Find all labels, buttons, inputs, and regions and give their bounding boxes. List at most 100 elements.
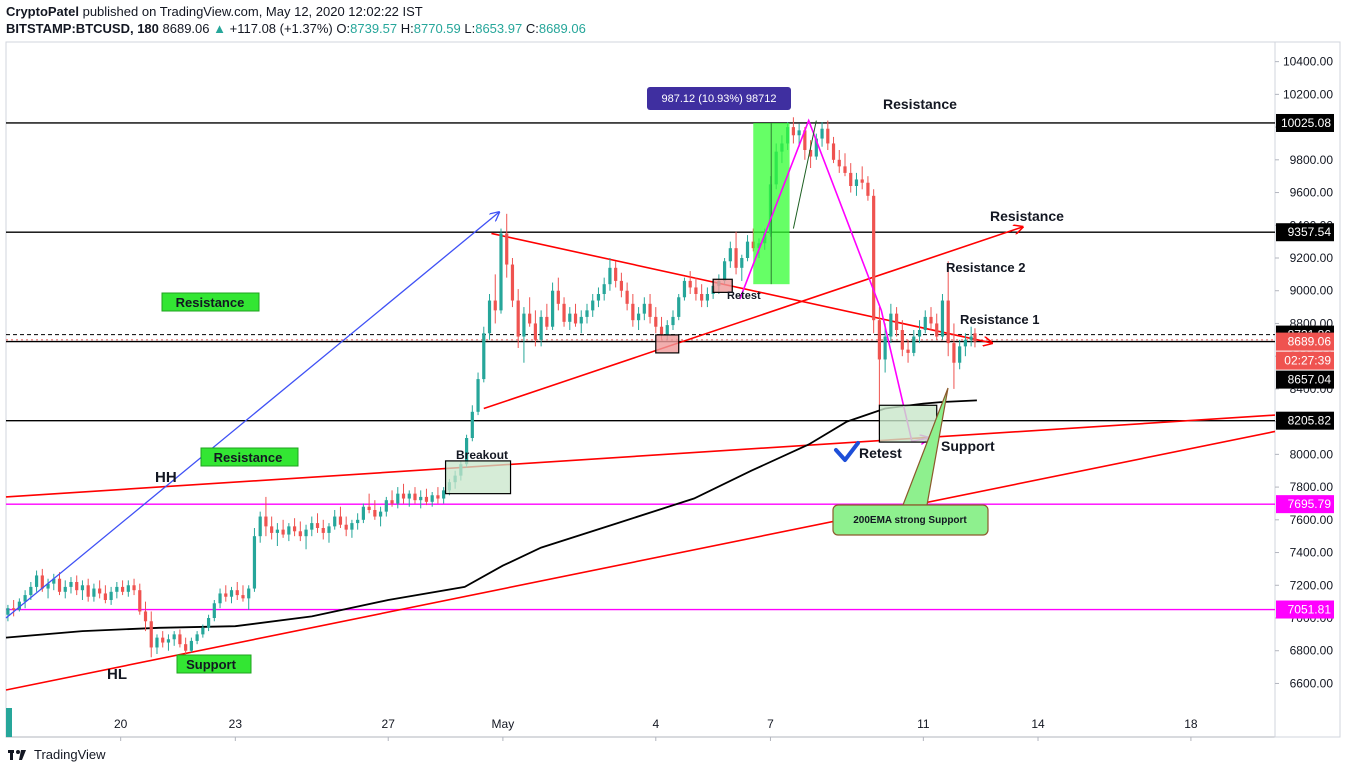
pump-line [792, 120, 817, 229]
candle [814, 133, 818, 160]
candle-body [321, 528, 325, 533]
candle-body [883, 336, 887, 360]
price-label-text: 8689.06 [1288, 335, 1332, 349]
candle [510, 258, 515, 308]
candle-body [654, 316, 658, 327]
candle [86, 578, 90, 602]
candle [373, 500, 377, 520]
price-label-text: 02:27:39 [1284, 354, 1331, 368]
candle-body [224, 593, 228, 597]
candle [946, 261, 950, 357]
candle [212, 600, 216, 622]
candle-body [298, 531, 302, 537]
candle [596, 287, 601, 308]
price-label: 7051.81 [1276, 600, 1334, 619]
candle-body [126, 585, 130, 592]
candle [602, 277, 606, 301]
candle-body [900, 330, 904, 350]
candle [533, 310, 537, 347]
candle-body [138, 590, 142, 612]
candle-body [252, 536, 257, 589]
candle [270, 516, 274, 540]
candle [614, 261, 618, 288]
candle-body [40, 575, 44, 589]
candle-body [378, 511, 383, 517]
publisher-name[interactable]: CryptoPatel [6, 4, 79, 19]
candle-body [178, 634, 182, 645]
candle [120, 580, 125, 596]
candle-body [688, 280, 692, 288]
candle-body [826, 128, 830, 144]
candle [115, 582, 119, 599]
price-labels: 10025.089357.548731.868689.0602:27:39865… [1276, 113, 1334, 619]
candle-body [516, 300, 520, 337]
candle-body [745, 241, 750, 258]
candle-body [98, 588, 102, 594]
candle [338, 506, 343, 528]
candle [419, 490, 423, 509]
candle [6, 604, 10, 622]
candle [791, 117, 795, 144]
candle-body [505, 233, 509, 265]
annotation-resistance-mid: Resistance [990, 208, 1064, 224]
support-tag-left [176, 654, 252, 674]
candle-body [46, 583, 50, 589]
close-value: 8689.06 [538, 21, 586, 36]
candle-body [694, 287, 698, 294]
candle [843, 153, 847, 177]
candle-body [161, 637, 165, 643]
candle-body [591, 300, 595, 311]
candle [499, 228, 503, 314]
candle-body [550, 290, 555, 327]
candle [23, 590, 27, 609]
annotation-support-right: Support [941, 438, 995, 454]
candle [958, 339, 962, 370]
candle-body [528, 313, 532, 324]
candle-body [413, 493, 417, 501]
candle-body [499, 233, 503, 311]
candle-body [820, 128, 824, 139]
measure-tooltip-label: 987.12 (10.93%) 98712 [662, 93, 777, 105]
candle-body [333, 516, 337, 527]
candle-body [270, 526, 274, 533]
candle-body [350, 523, 354, 530]
x-tick-label: 27 [382, 717, 396, 731]
trend-line [483, 227, 1023, 410]
candle [671, 310, 675, 330]
x-tick-label: 14 [1031, 717, 1045, 731]
candle-body [923, 316, 927, 330]
candle-body [929, 316, 933, 324]
candle [917, 320, 922, 344]
candle-body [29, 586, 33, 596]
candle-body [958, 346, 962, 363]
candle [304, 524, 308, 550]
candle [436, 487, 440, 504]
candle [442, 487, 446, 504]
candle [912, 330, 916, 357]
candle-body [539, 316, 543, 340]
candle-body [585, 310, 589, 317]
candle-body [184, 644, 188, 651]
candle-body [6, 608, 10, 615]
high-value: 8770.59 [413, 21, 461, 36]
y-tick-label: 9800.00 [1290, 153, 1334, 167]
symbol-label[interactable]: BITSTAMP:BTCUSD, 180 [6, 21, 159, 36]
candle-body [740, 258, 744, 268]
candle [92, 583, 96, 602]
y-axis-panel[interactable] [1274, 41, 1341, 738]
candle-body [143, 611, 148, 622]
y-tick-label: 7400.00 [1290, 546, 1334, 560]
x-tick-label: 7 [767, 717, 774, 731]
candle [940, 294, 945, 340]
candle-body [625, 290, 629, 304]
candle-body [12, 608, 16, 610]
y-tick-label: 7600.00 [1290, 513, 1334, 527]
y-tick-label: 6800.00 [1290, 644, 1334, 658]
tradingview-footer[interactable]: TradingView [8, 747, 106, 762]
candle [619, 272, 623, 298]
x-tick-label: 18 [1184, 717, 1198, 731]
y-tick-label: 9000.00 [1290, 284, 1334, 298]
resistance-tag-left-2-label: Resistance [214, 450, 283, 465]
candles [6, 117, 977, 658]
